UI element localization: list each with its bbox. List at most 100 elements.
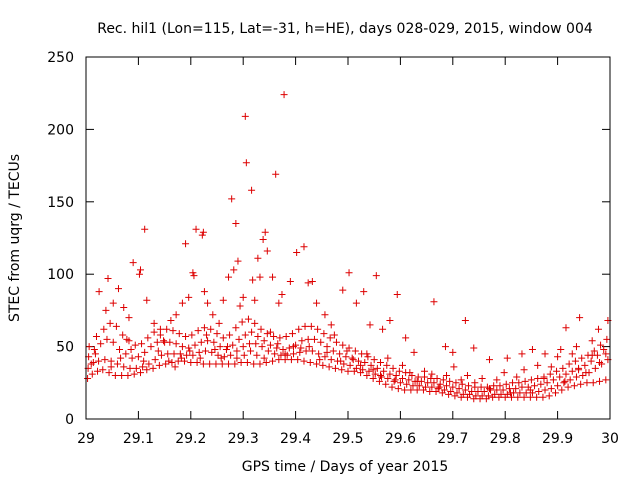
data-point bbox=[337, 357, 345, 365]
data-point bbox=[568, 350, 576, 358]
data-point bbox=[375, 377, 383, 385]
data-point bbox=[556, 373, 564, 381]
data-point bbox=[365, 367, 373, 375]
data-point bbox=[300, 357, 308, 365]
data-point bbox=[459, 390, 467, 398]
data-point bbox=[185, 293, 193, 301]
data-point bbox=[534, 374, 542, 382]
data-point bbox=[307, 322, 315, 330]
data-point bbox=[174, 357, 182, 365]
x-tick-label: 29.1 bbox=[123, 431, 154, 447]
data-point bbox=[435, 383, 443, 391]
data-point bbox=[470, 344, 478, 352]
data-point bbox=[449, 383, 457, 391]
data-point bbox=[367, 361, 375, 369]
data-point bbox=[325, 363, 333, 371]
data-point bbox=[407, 386, 415, 394]
data-point bbox=[509, 379, 517, 387]
data-point bbox=[209, 311, 217, 319]
data-point bbox=[126, 364, 134, 372]
data-point bbox=[602, 350, 610, 358]
data-point bbox=[500, 369, 508, 377]
data-point bbox=[87, 360, 95, 368]
data-point bbox=[441, 343, 449, 351]
data-point bbox=[119, 331, 127, 339]
data-point bbox=[461, 317, 469, 325]
data-point bbox=[518, 383, 526, 391]
data-point bbox=[428, 370, 436, 378]
data-point bbox=[526, 386, 534, 394]
data-point bbox=[151, 356, 159, 364]
data-point bbox=[171, 363, 179, 371]
data-point bbox=[434, 385, 442, 393]
data-point bbox=[446, 377, 454, 385]
data-point bbox=[572, 343, 580, 351]
data-point bbox=[239, 293, 247, 301]
data-point bbox=[178, 299, 186, 307]
data-point bbox=[352, 299, 360, 307]
data-point bbox=[266, 341, 274, 349]
data-point bbox=[314, 325, 322, 333]
data-point bbox=[380, 367, 388, 375]
data-point bbox=[136, 369, 144, 377]
chart-title: Rec. hil1 (Lon=115, Lat=-31, h=HE), days… bbox=[97, 21, 593, 37]
data-point bbox=[549, 376, 557, 384]
data-point bbox=[141, 348, 149, 356]
data-point bbox=[457, 376, 465, 384]
data-point bbox=[282, 332, 290, 340]
data-point bbox=[414, 373, 422, 381]
data-point bbox=[114, 285, 122, 293]
data-point bbox=[304, 335, 312, 343]
data-point bbox=[107, 363, 115, 371]
data-point bbox=[264, 347, 272, 355]
data-point bbox=[321, 311, 329, 319]
data-point bbox=[169, 327, 177, 335]
data-point bbox=[147, 343, 155, 351]
data-point bbox=[135, 270, 143, 278]
data-point bbox=[302, 347, 310, 355]
data-point bbox=[478, 392, 486, 400]
x-tick-label: 29.3 bbox=[228, 431, 259, 447]
data-point bbox=[570, 382, 578, 390]
data-point bbox=[183, 351, 191, 359]
x-tick-label: 29.4 bbox=[280, 431, 311, 447]
data-point bbox=[357, 361, 365, 369]
data-point bbox=[109, 338, 117, 346]
data-point bbox=[162, 360, 170, 368]
data-point bbox=[339, 341, 347, 349]
data-point bbox=[348, 354, 356, 362]
data-point bbox=[579, 372, 587, 380]
data-point bbox=[535, 387, 543, 395]
data-point bbox=[342, 353, 350, 361]
data-point bbox=[104, 275, 112, 283]
data-point bbox=[273, 344, 281, 352]
data-point bbox=[379, 325, 387, 333]
data-point bbox=[276, 334, 284, 342]
data-point bbox=[118, 372, 126, 380]
data-point bbox=[236, 302, 244, 310]
data-point bbox=[554, 353, 562, 361]
data-point bbox=[485, 385, 493, 393]
data-point bbox=[433, 374, 441, 382]
data-point bbox=[539, 393, 547, 401]
data-point bbox=[124, 372, 132, 380]
x-tick-label: 29.2 bbox=[175, 431, 206, 447]
data-point bbox=[543, 379, 551, 387]
data-point bbox=[296, 348, 304, 356]
data-point bbox=[194, 327, 202, 335]
data-point bbox=[430, 379, 438, 387]
data-point bbox=[256, 360, 264, 368]
data-point bbox=[112, 322, 120, 330]
data-point bbox=[88, 370, 96, 378]
data-point bbox=[398, 361, 406, 369]
data-point bbox=[360, 288, 368, 296]
data-point bbox=[547, 385, 555, 393]
data-point bbox=[449, 348, 457, 356]
x-tick-label: 29.9 bbox=[542, 431, 573, 447]
data-point bbox=[332, 338, 340, 346]
data-point bbox=[576, 314, 584, 322]
data-point bbox=[518, 350, 526, 358]
data-point bbox=[319, 361, 327, 369]
data-point bbox=[394, 385, 402, 393]
data-point bbox=[132, 364, 140, 372]
